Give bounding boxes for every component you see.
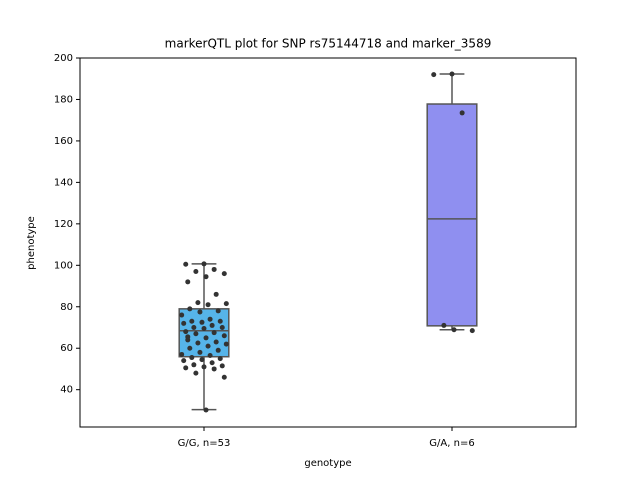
point [189,355,195,361]
point [179,312,185,318]
point [219,363,225,369]
point [431,72,437,78]
point [181,358,187,364]
point [183,329,189,335]
plot-frame [79,57,577,428]
y-tick-label: 120 [54,219,73,230]
point [205,302,211,308]
y-tick-label: 140 [54,177,73,188]
point [191,362,197,368]
point [203,407,209,413]
point [185,279,191,285]
point [207,316,213,322]
point [191,324,197,330]
point [199,357,205,363]
point [201,326,207,332]
x-axis-label: genotype [304,458,351,469]
point [221,333,227,339]
point [193,269,199,275]
point [183,261,189,267]
point [179,351,185,357]
point [211,266,217,272]
point [187,306,193,312]
point [185,334,191,340]
point [469,328,475,334]
x-tick-label: G/A, n=6 [429,438,474,449]
point [221,374,227,380]
point [187,345,193,351]
point [221,271,227,277]
point [441,322,447,328]
point [449,71,455,77]
y-tick-label: 40 [60,385,73,396]
point [193,370,199,376]
point [213,291,219,297]
chart-title: markerQTL plot for SNP rs75144718 and ma… [165,37,492,51]
point [219,324,225,330]
y-tick-label: 60 [60,343,73,354]
point [211,330,217,336]
point [201,364,207,370]
point [181,320,187,326]
point [195,340,201,346]
point [217,356,223,362]
point [209,360,215,366]
point [217,318,223,324]
point [223,301,229,307]
point [193,331,199,337]
y-tick-label: 160 [54,136,73,147]
point [213,339,219,345]
point [209,322,215,328]
point [215,308,221,314]
point [223,341,229,347]
point [197,349,203,355]
point [211,366,217,372]
point [197,309,203,315]
y-tick-label: 80 [60,302,73,313]
point [215,347,221,353]
y-tick-label: 180 [54,94,73,105]
point [451,327,457,333]
point [203,274,209,280]
x-tick-label: G/G, n=53 [178,438,231,449]
point [201,261,207,267]
point [199,319,205,325]
y-tick-label: 100 [54,260,73,271]
y-tick-label: 200 [54,53,73,64]
box [426,103,478,327]
point [459,110,465,116]
point [195,300,201,306]
point [207,352,213,358]
point [203,335,209,341]
y-axis-label: phenotype [26,216,37,270]
point [189,318,195,324]
point [205,343,211,349]
point [183,365,189,371]
